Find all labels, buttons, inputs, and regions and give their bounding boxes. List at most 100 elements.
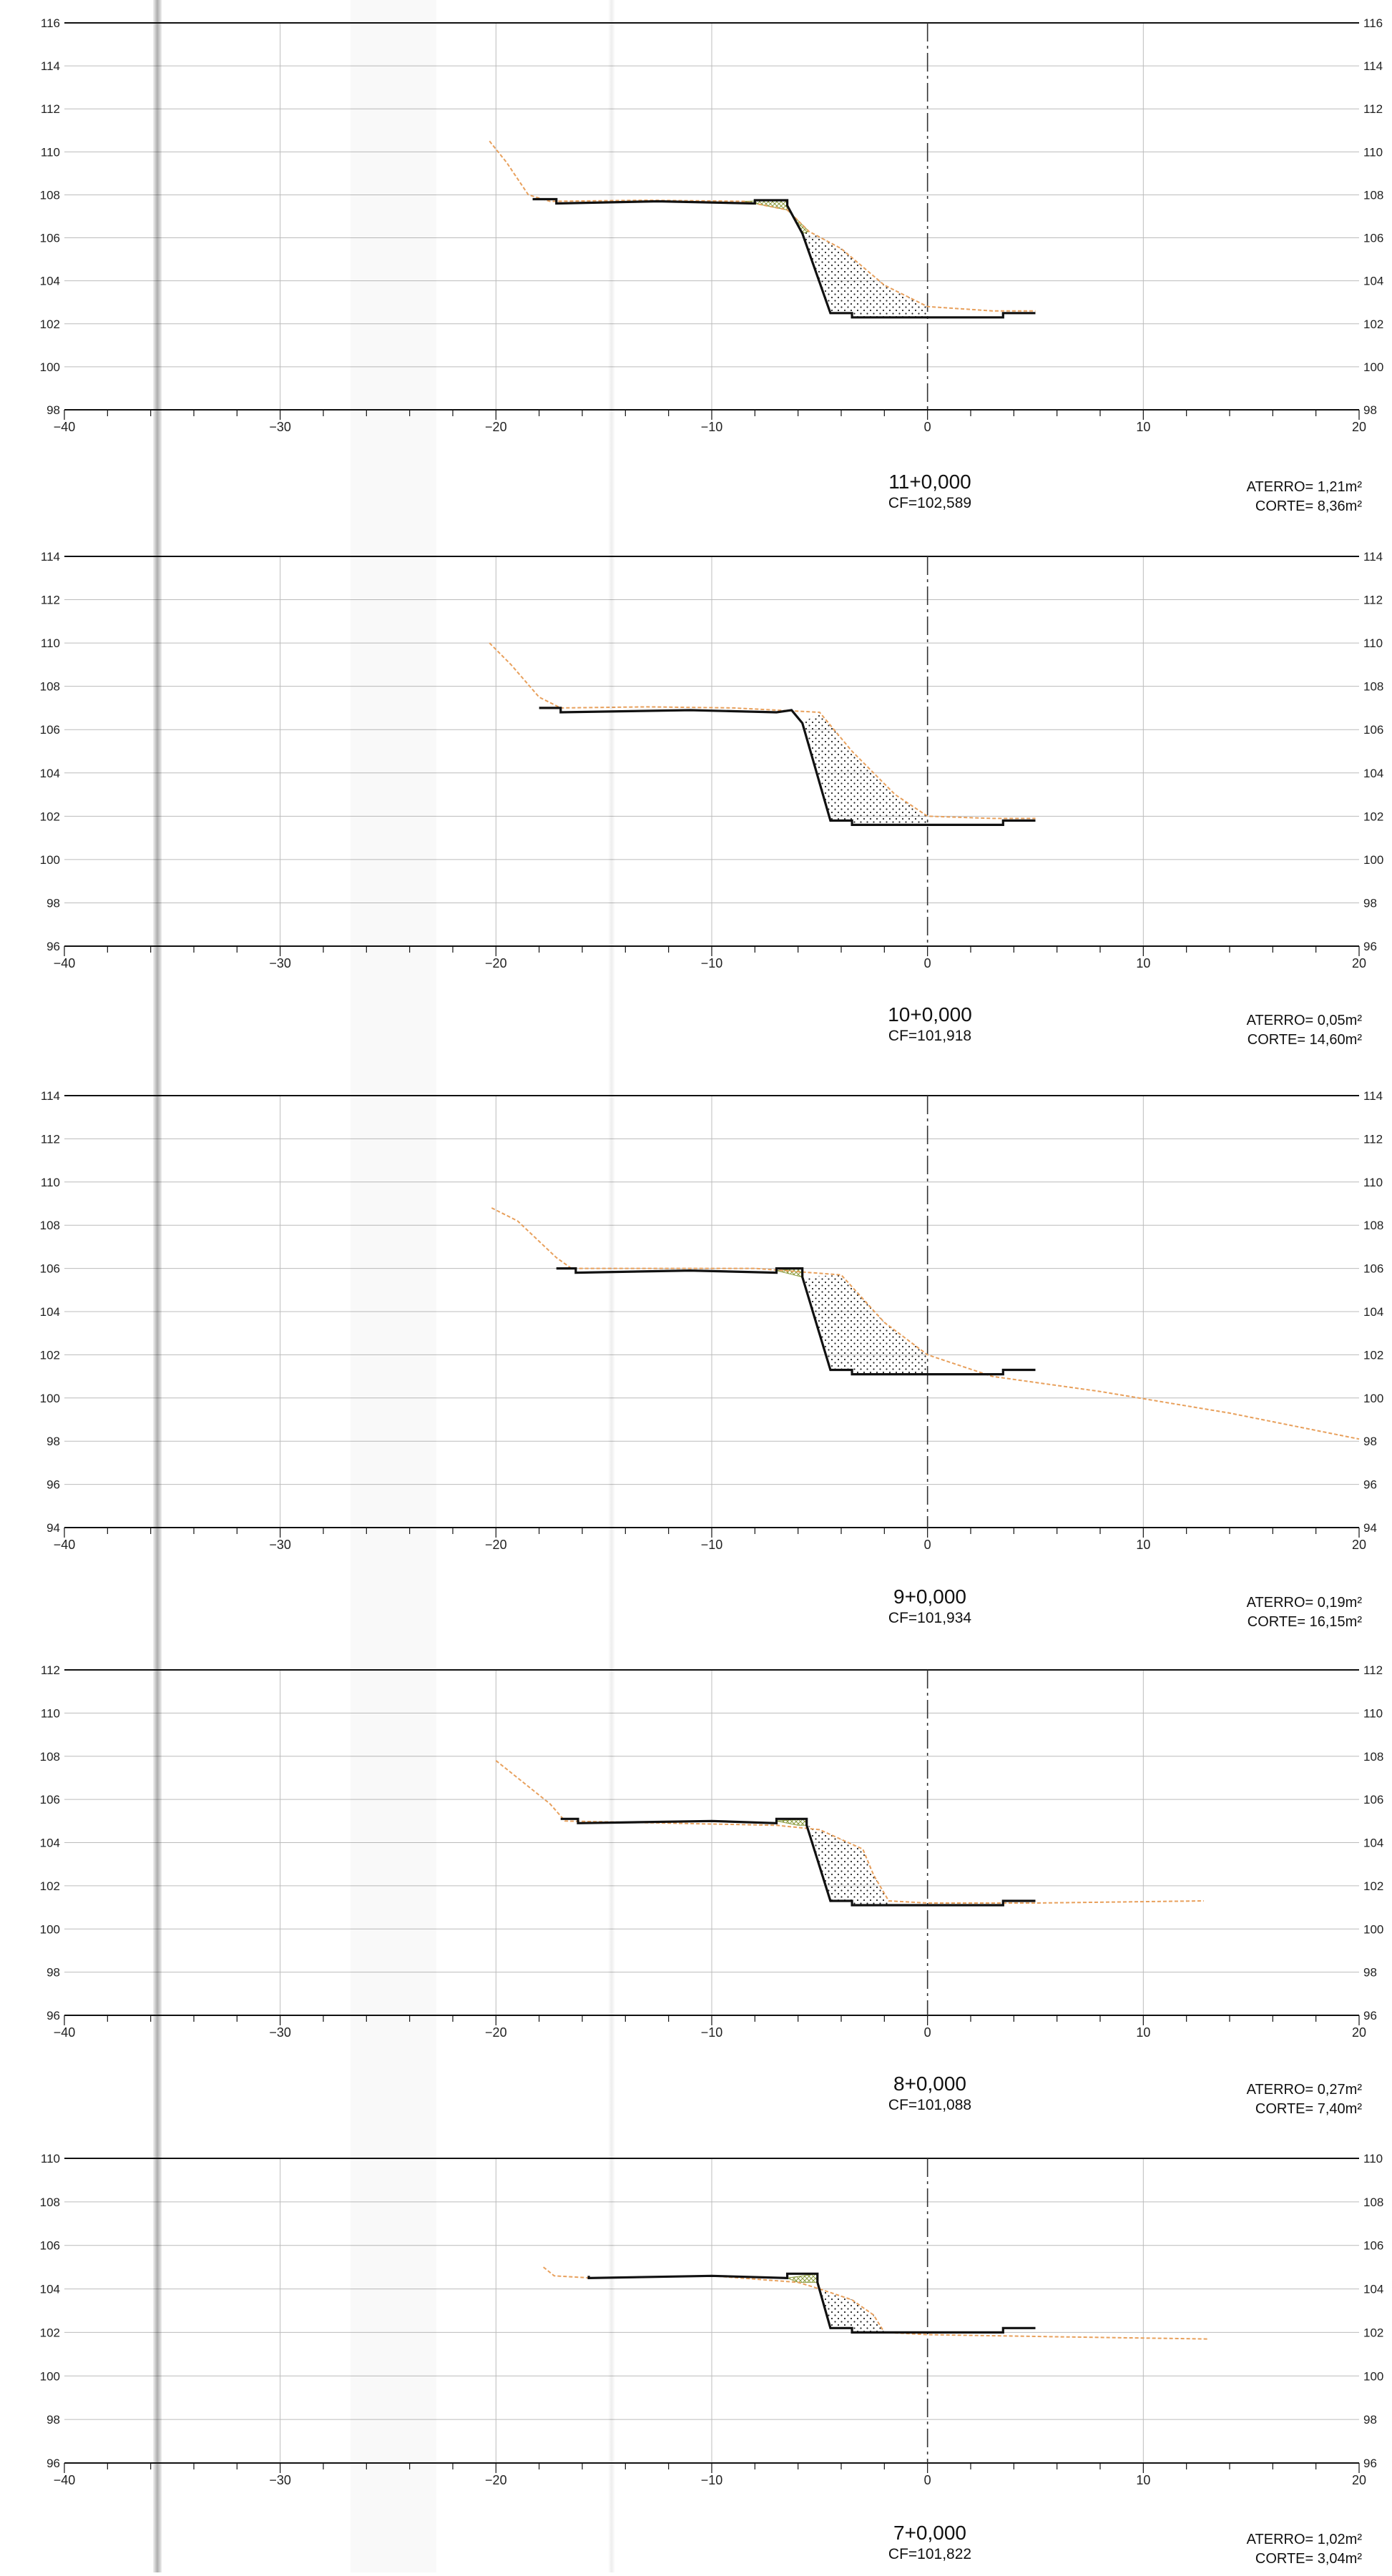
project-line [556,1267,1036,1376]
x-tick-label: 10 [1136,420,1150,434]
x-tick-label: −20 [485,956,507,970]
y-tick-label: 112 [1363,102,1383,116]
cut-area [817,2282,885,2333]
x-tick-label: 20 [1352,2025,1366,2040]
x-tick-label: −10 [701,2025,723,2040]
x-tick-label: 20 [1352,420,1366,434]
y-tick-label: 98 [1363,1435,1377,1448]
y-tick-label: 100 [1363,1922,1383,1936]
section-areas-1: ATERRO= 1,21m² CORTE= 8,36m² [1116,478,1362,516]
x-tick-label: −40 [54,1538,76,1552]
x-tick-label: −30 [269,2025,291,2040]
y-tick-label: 110 [1363,2152,1383,2165]
y-tick-label: 102 [1363,318,1383,331]
section-label-2: 10+0,000 CF=101,918 [837,1003,1023,1046]
y-tick-label: 106 [1363,1262,1383,1276]
y-tick-label: 102 [1363,810,1383,823]
x-tick-label: −30 [269,956,291,970]
y-tick-label: 96 [46,2009,60,2022]
y-tick-label: 98 [46,2413,60,2427]
y-tick-label: 96 [1363,940,1377,953]
y-tick-label: 102 [1363,1879,1383,1893]
y-tick-label: 98 [1363,1966,1377,1980]
y-tick-label: 104 [1363,1837,1383,1850]
y-tick-label: 112 [41,1663,60,1677]
terrain-line [491,1207,1360,1440]
x-tick-label: 10 [1136,2473,1150,2487]
cut-area [802,1274,928,1375]
y-tick-label: 108 [40,680,60,694]
y-tick-label: 104 [1363,1305,1383,1319]
y-tick-label: 110 [41,145,60,159]
terrain-line [495,1760,1204,1904]
section-cf: CF=102,589 [888,495,972,511]
aterro-value: ATERRO= 0,05m² [1246,1013,1362,1028]
y-tick-label: 100 [40,1392,60,1405]
project-line [587,2272,1036,2334]
x-tick-label: −40 [54,420,76,434]
y-tick-label: 96 [1363,2009,1377,2022]
corte-value: CORTE= 16,15m² [1247,1614,1362,1630]
y-tick-label: 106 [40,723,60,737]
y-tick-label: 110 [41,2152,60,2165]
y-tick-label: 106 [40,1262,60,1276]
y-tick-label: 100 [40,2369,60,2383]
y-tick-label: 104 [40,1837,60,1850]
y-tick-label: 114 [1363,1089,1383,1103]
section-station: 7+0,000 [893,2522,966,2544]
cut-area [806,1825,889,1905]
y-tick-label: 96 [46,2457,60,2470]
y-tick-label: 106 [1363,723,1383,737]
section-areas-2: ATERRO= 0,05m² CORTE= 14,60m² [1116,1011,1362,1050]
y-tick-label: 114 [1363,550,1383,564]
y-tick-label: 102 [1363,2326,1383,2339]
x-tick-label: 0 [924,420,931,434]
y-tick-label: 96 [46,1478,60,1492]
y-tick-label: 104 [1363,767,1383,780]
x-tick-label: 0 [924,2025,931,2040]
y-tick-label: 98 [46,896,60,910]
aterro-value: ATERRO= 0,19m² [1246,1595,1362,1611]
y-tick-label: 108 [40,2196,60,2209]
x-tick-label: −10 [701,2473,723,2487]
y-tick-label: 106 [1363,232,1383,245]
y-tick-label: 108 [40,188,60,202]
terrain-line [489,140,1036,312]
x-tick-label: 10 [1136,1538,1150,1552]
y-tick-label: 108 [1363,680,1383,694]
x-tick-label: −30 [269,420,291,434]
y-tick-label: 110 [41,1176,60,1189]
y-tick-label: 108 [1363,2196,1383,2209]
section-cf: CF=101,088 [888,2097,972,2113]
corte-value: CORTE= 3,04m² [1255,2551,1362,2567]
y-tick-label: 116 [41,16,60,30]
terrain-line [543,2266,1208,2340]
y-tick-label: 96 [1363,2457,1377,2470]
y-tick-label: 100 [40,360,60,374]
y-tick-label: 98 [46,1435,60,1448]
y-tick-label: 104 [40,2283,60,2296]
aterro-value: ATERRO= 0,27m² [1246,2082,1362,2098]
cut-area [802,712,928,825]
x-tick-label: 0 [924,956,931,970]
aterro-value: ATERRO= 1,21m² [1246,479,1362,495]
section-station: 8+0,000 [893,2073,966,2095]
x-tick-label: 10 [1136,956,1150,970]
y-tick-label: 100 [1363,853,1383,867]
cut-area [802,231,928,318]
x-tick-label: −20 [485,1538,507,1552]
x-tick-label: −10 [701,420,723,434]
section-areas-4: ATERRO= 0,27m² CORTE= 7,40m² [1116,2080,1362,2119]
section-station: 11+0,000 [888,471,971,493]
section-label-3: 9+0,000 CF=101,934 [837,1585,1023,1628]
y-tick-label: 114 [41,59,60,73]
section-areas-3: ATERRO= 0,19m² CORTE= 16,15m² [1116,1593,1362,1632]
y-tick-label: 106 [1363,1793,1383,1806]
y-tick-label: 114 [1363,59,1383,73]
x-tick-label: 0 [924,1538,931,1552]
y-tick-label: 108 [1363,1219,1383,1232]
section-label-4: 8+0,000 CF=101,088 [837,2072,1023,2115]
y-tick-label: 110 [1363,1176,1383,1189]
